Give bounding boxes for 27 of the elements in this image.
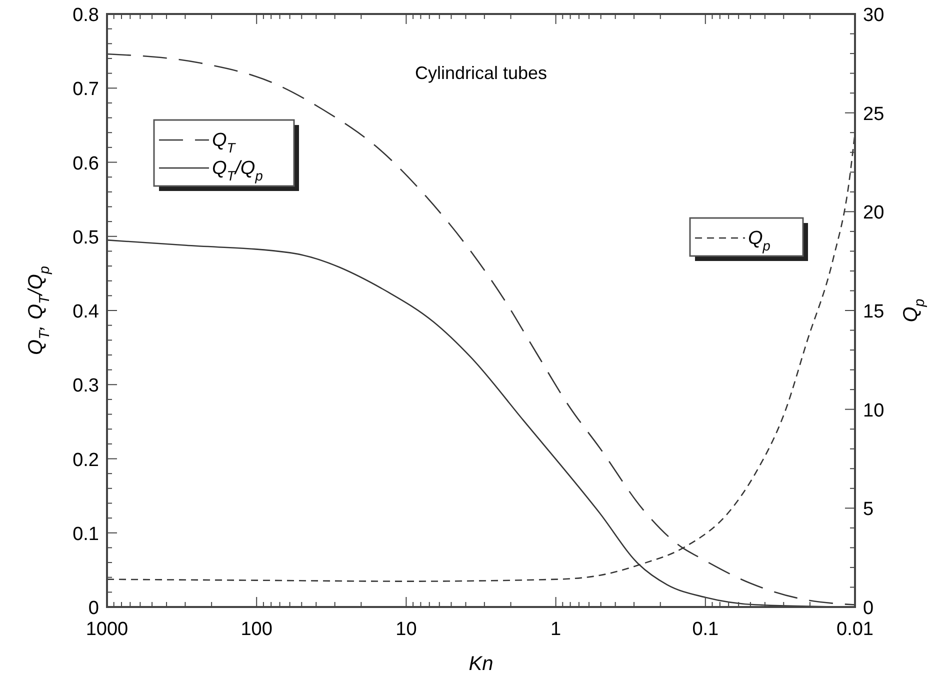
y-tick-label: 0.1 [72,524,99,545]
y-tick-label: 0 [88,598,99,619]
legend-label: Q$_{T}$/Q$_{p}$ [212,158,264,184]
x-tick-label: 10 [396,619,417,640]
x-tick-label: 0.1 [692,619,719,640]
y-tick-label: 0.6 [72,153,99,174]
y2-tick-label: 20 [863,202,884,224]
y2-tick-label: 0 [863,598,874,619]
x-tick-label: 100 [240,619,272,640]
legend-label: Q$_{p}$ [748,228,771,254]
y-tick-label: 0.7 [72,79,99,100]
y-tick-label: 0.2 [72,450,99,471]
y2-tick-label: 30 [863,5,884,26]
y2-tick-label: 10 [863,400,884,422]
y2-tick-label: 25 [863,104,884,125]
y-tick-label: 0.5 [72,227,99,248]
x-tick-label: 1000 [86,619,128,640]
y-tick-label: 0.3 [72,376,99,397]
y-tick-label: 0.4 [72,302,100,322]
annotation: Cylindrical tubes [414,63,548,83]
x-tick-label: 0.01 [836,619,874,640]
y2-tick-label: 15 [863,302,884,322]
x-tick-label: 1 [550,619,562,640]
legend-label: Q$_{T}$ [212,130,237,156]
y-tick-label: 0.8 [72,5,99,26]
y2-tick-label: 5 [863,499,874,520]
x-axis-title: Kn [468,653,494,675]
